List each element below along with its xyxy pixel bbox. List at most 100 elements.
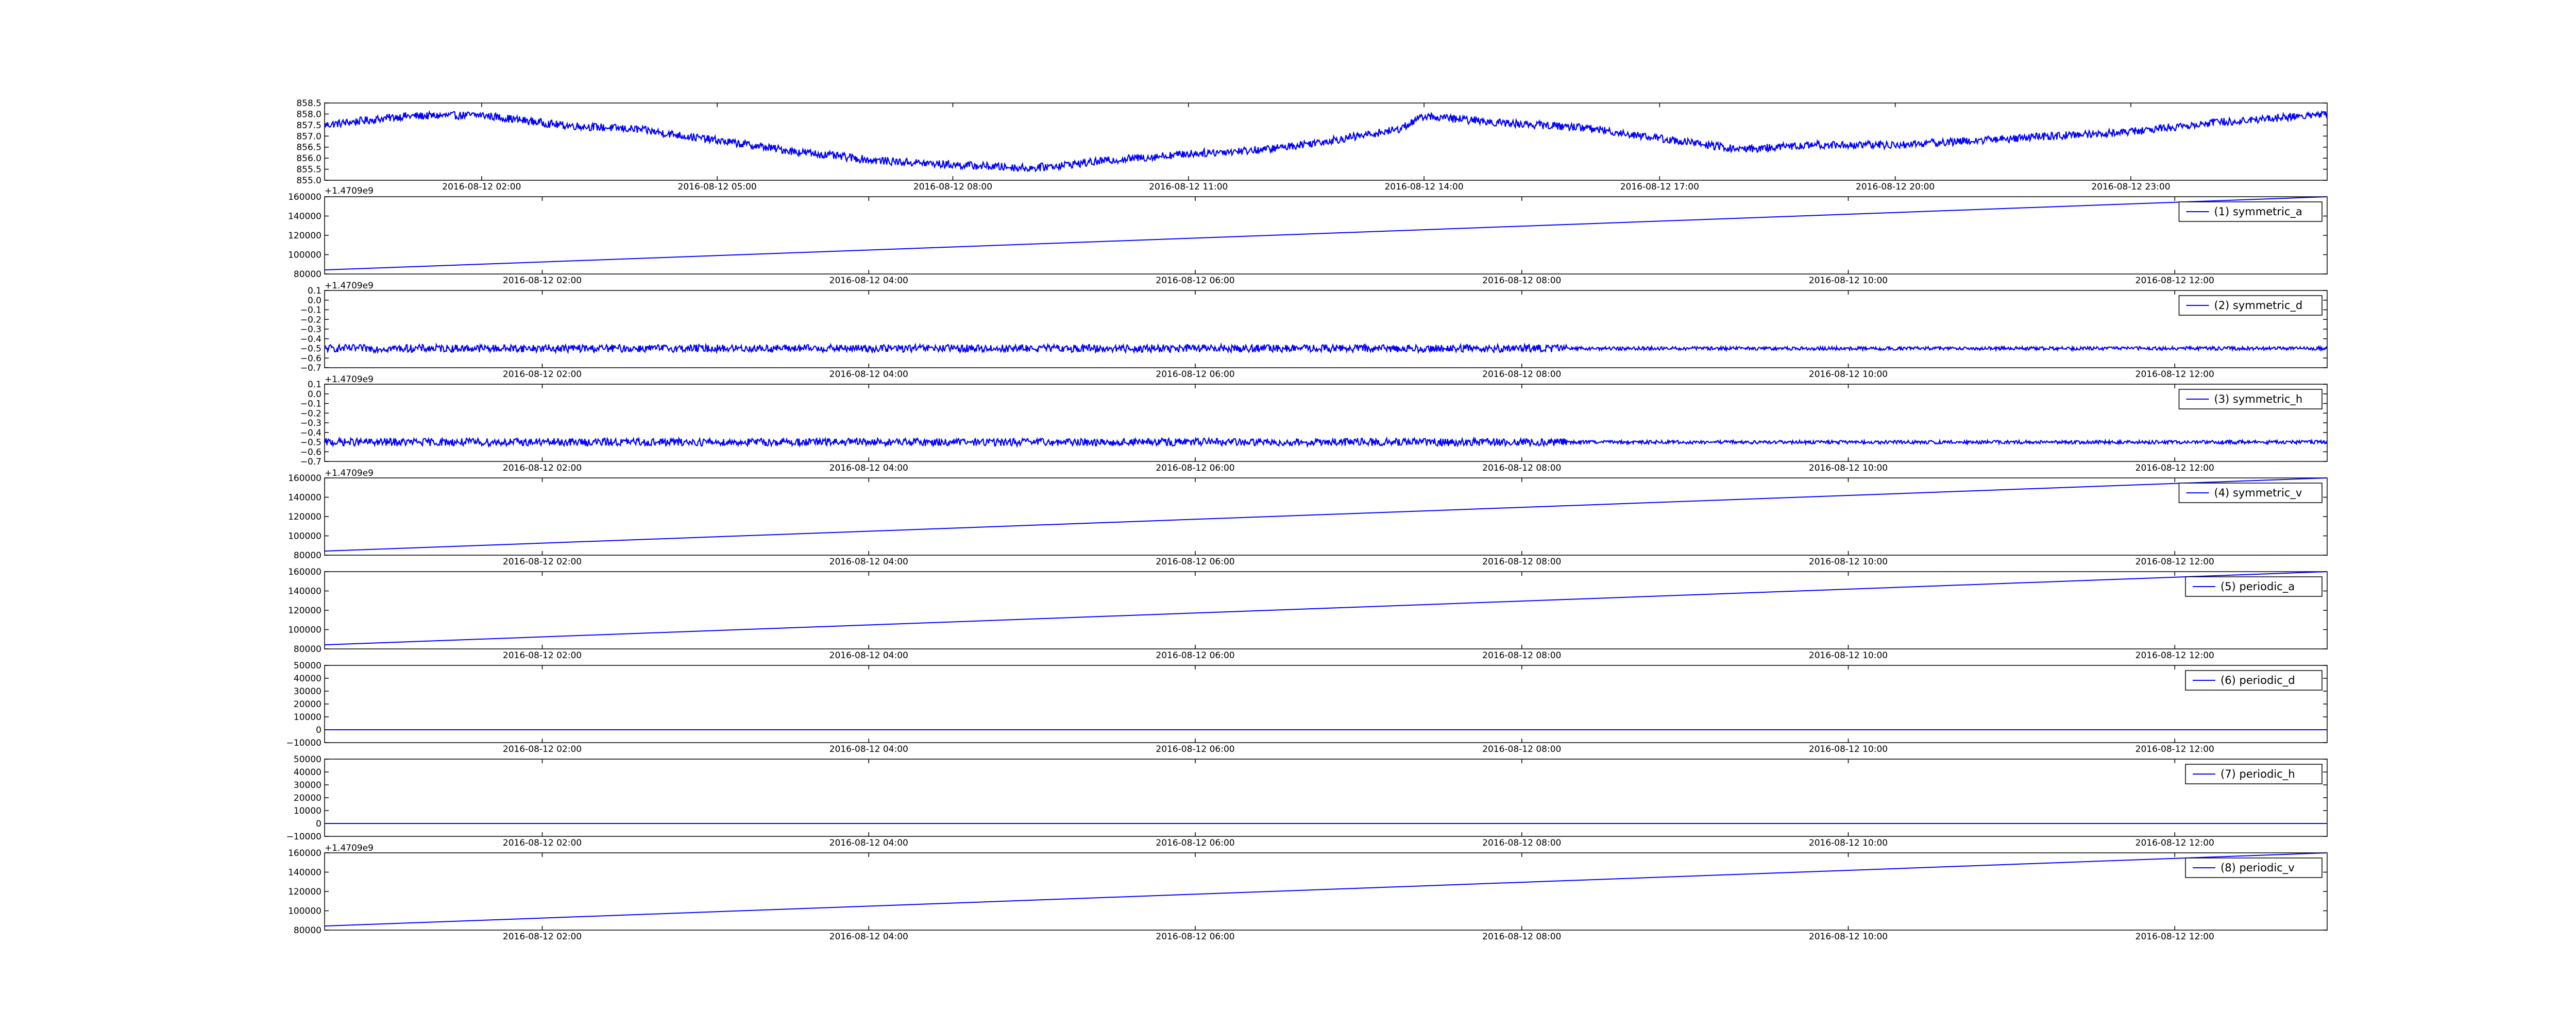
y-tick-label: 140000 [288,212,321,222]
x-tick-label: 2016-08-12 12:00 [2136,369,2214,380]
x-tick-label: 2016-08-12 02:00 [503,838,582,848]
axes-frame [324,196,2328,274]
legend: (3) symmetric_h [2178,389,2323,409]
x-tick-label: 2016-08-12 10:00 [1809,744,1888,754]
x-tick-label: 2016-08-12 06:00 [1156,744,1234,754]
y-tick-label: 50000 [294,661,321,671]
axes-frame [324,571,2328,649]
axes-frame [324,384,2328,462]
x-tick-label: 2016-08-12 08:00 [1482,838,1561,848]
x-tick-label: 2016-08-12 06:00 [1156,557,1234,567]
x-tick-label: 2016-08-12 12:00 [2136,838,2214,848]
axes-frame [324,102,2328,181]
x-tick-label: 2016-08-12 05:00 [678,182,757,192]
x-tick-label: 2016-08-12 02:00 [442,182,521,192]
y-tick-label: 858.5 [296,98,321,109]
axes-frame [324,665,2328,743]
legend-label: (3) symmetric_h [2214,393,2303,406]
legend-label: (2) symmetric_d [2214,299,2303,312]
y-tick-label: 10000 [294,806,321,816]
x-tick-label: 2016-08-12 02:00 [503,932,582,942]
panel-8: −10000 0 10000 20000 30000 40000 50000 2016-08-… [286,754,2328,848]
offset-text: +1.4709e9 [325,374,374,385]
x-tick-label: 2016-08-12 14:00 [1384,182,1463,192]
x-tick-label: 2016-08-12 08:00 [1482,744,1561,754]
x-tick-label: 2016-08-12 12:00 [2136,557,2214,567]
legend: (8) periodic_v [2185,857,2323,878]
x-tick-label: 2016-08-12 04:00 [829,650,908,661]
axes-frame [324,759,2328,837]
y-tick-label: −0.1 [300,399,321,409]
x-tick-label: 2016-08-12 04:00 [829,276,908,286]
x-tick-label: 2016-08-12 10:00 [1809,369,1888,380]
x-tick-label: 2016-08-12 23:00 [2091,182,2170,192]
legend: (5) periodic_a [2185,576,2323,597]
offset-text: +1.4709e9 [325,281,374,291]
legend-label: (7) periodic_h [2221,768,2295,781]
x-tick-label: 2016-08-12 02:00 [503,463,582,473]
y-tick-label: 40000 [294,767,321,778]
x-tick-label: 2016-08-12 04:00 [829,744,908,754]
legend-label: (1) symmetric_a [2214,205,2302,218]
legend-label: (5) periodic_a [2221,580,2295,593]
series-line [325,436,2327,449]
axes-frame [324,852,2328,931]
y-tick-label: 0.0 [308,296,321,306]
x-tick-label: 2016-08-12 08:00 [1482,369,1561,380]
x-tick-label: 2016-08-12 10:00 [1809,650,1888,661]
y-tick-label: −0.2 [300,315,321,325]
x-tick-label: 2016-08-12 04:00 [829,932,908,942]
x-tick-label: 2016-08-12 02:00 [503,369,582,380]
y-tick-label: −0.3 [300,324,321,335]
y-tick-label: 120000 [288,887,321,897]
x-tick-label: 2016-08-12 12:00 [2136,744,2214,754]
y-tick-label: −0.2 [300,408,321,419]
y-tick-label: 160000 [288,848,321,859]
panel-9: 80000 100000 120000 140000 160000 2016-08-12 … [288,843,2328,942]
offset-text: +1.4709e9 [325,843,374,853]
x-tick-label: 2016-08-12 06:00 [1156,932,1234,942]
y-tick-label: 10000 [294,712,321,723]
y-tick-label: 100000 [288,250,321,261]
series-line [325,853,2327,927]
y-tick-label: 0.0 [308,389,321,400]
y-tick-label: −0.7 [300,457,321,467]
y-tick-label: 30000 [294,780,321,791]
panel-6: 80000 100000 120000 140000 160000 2016-08-12 … [288,567,2328,661]
legend: (2) symmetric_d [2178,295,2323,316]
y-tick-label: −0.3 [300,418,321,428]
x-tick-label: 2016-08-12 17:00 [1620,182,1699,192]
y-tick-label: 0.1 [308,380,321,390]
y-tick-label: 80000 [294,925,321,936]
x-tick-label: 2016-08-12 08:00 [1482,276,1561,286]
y-tick-label: 80000 [294,551,321,561]
x-tick-label: 2016-08-12 12:00 [2136,650,2214,661]
y-tick-label: 100000 [288,625,321,636]
y-tick-label: 857.5 [296,121,321,131]
y-tick-label: 0 [316,725,321,735]
y-tick-label: −0.4 [300,334,321,345]
legend: (4) symmetric_v [2178,483,2323,503]
x-tick-label: 2016-08-12 06:00 [1156,369,1234,380]
x-tick-label: 2016-08-12 04:00 [829,463,908,473]
panel-2: 80000 100000 120000 140000 160000 2016-08-12 … [288,192,2328,286]
x-tick-label: 2016-08-12 10:00 [1809,463,1888,473]
panel-4: −0.7−0.6−0.5−0.4−0.3−0.2−0.10.00.1 2016-0… [300,374,2328,473]
panel-3: −0.7−0.6−0.5−0.4−0.3−0.2−0.10.00.1 2016-0… [300,281,2328,380]
x-tick-label: 2016-08-12 02:00 [503,557,582,567]
x-tick-label: 2016-08-12 12:00 [2136,463,2214,473]
offset-text: +1.4709e9 [325,468,374,478]
x-tick-label: 2016-08-12 10:00 [1809,932,1888,942]
figure-offset-text: +1.4709e9 [325,186,374,196]
y-tick-label: 20000 [294,699,321,710]
y-tick-label: 160000 [288,567,321,577]
y-tick-label: 80000 [294,644,321,655]
y-tick-label: 0.1 [308,286,321,296]
legend-label: (4) symmetric_v [2214,487,2302,500]
x-tick-label: 2016-08-12 02:00 [503,744,582,754]
panel-5: 80000 100000 120000 140000 160000 2016-08-12 … [288,468,2328,567]
y-tick-label: −0.5 [300,344,321,354]
y-tick-label: −0.5 [300,438,321,448]
y-tick-label: −0.4 [300,428,321,438]
